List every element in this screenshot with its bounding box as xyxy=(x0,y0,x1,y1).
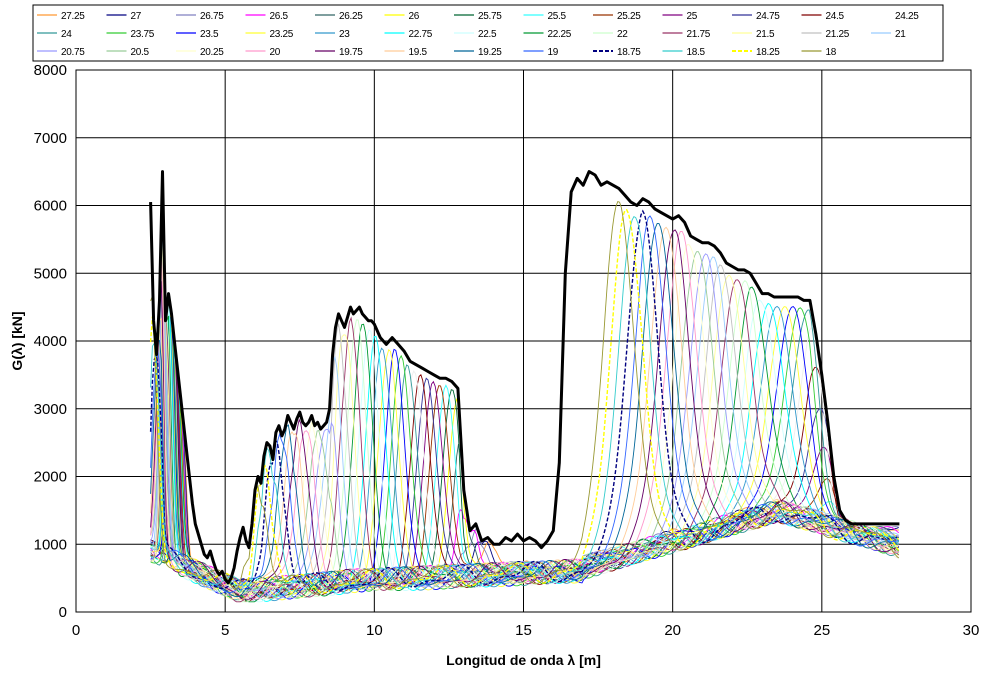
x-tick-label: 30 xyxy=(963,622,980,639)
x-tick-label: 10 xyxy=(366,622,383,639)
legend-entry: 22.75 xyxy=(409,29,433,40)
envelope-path xyxy=(149,170,900,585)
legend-entry: 27.25 xyxy=(61,11,85,22)
y-tick-labels: 0 1000 2000 3000 4000 5000 6000 7000 8000 xyxy=(34,62,67,621)
legend-entry: 24 xyxy=(61,29,72,40)
x-tick-label: 25 xyxy=(813,622,830,639)
legend-entry: 21.75 xyxy=(687,29,711,40)
envelope-line xyxy=(149,170,900,585)
legend-entry: 18.25 xyxy=(756,47,780,58)
legend-entry: 23.25 xyxy=(270,29,294,40)
y-tick-label: 4000 xyxy=(34,333,67,350)
x-tick-labels: 0 5 10 15 20 25 30 xyxy=(72,622,980,639)
legend-entry: 26.25 xyxy=(339,11,363,22)
series-line xyxy=(150,248,900,600)
legend-entry: 19.25 xyxy=(478,47,502,58)
series-line xyxy=(149,208,900,594)
x-tick-label: 0 xyxy=(72,622,80,639)
legend-entry: 21.25 xyxy=(826,29,850,40)
legend-entry: 25 xyxy=(687,11,698,22)
y-tick-label: 1000 xyxy=(34,536,67,553)
legend-entry: 20.25 xyxy=(200,47,224,58)
series-line xyxy=(150,201,900,595)
y-tick-label: 0 xyxy=(59,604,67,621)
legend-entry: 20.5 xyxy=(131,47,150,58)
x-tick-label: 20 xyxy=(664,622,681,639)
series-line xyxy=(150,306,900,601)
legend-entry: 20 xyxy=(270,47,281,58)
legend-entry: 23 xyxy=(339,29,350,40)
legend-entry: 21.5 xyxy=(756,29,775,40)
y-axis-label: G(λ) [kN] xyxy=(9,311,25,370)
legend-entry: 24.5 xyxy=(826,11,845,22)
series-line xyxy=(150,213,900,599)
series-line xyxy=(150,218,900,599)
series-line xyxy=(150,229,899,600)
legend-entry: 26.75 xyxy=(200,11,224,22)
legend-entry: 22 xyxy=(617,29,628,40)
x-tick-label: 5 xyxy=(221,622,229,639)
series-line xyxy=(150,307,900,599)
x-tick-label: 15 xyxy=(515,622,532,639)
legend-entry: 26.5 xyxy=(270,11,289,22)
series-line xyxy=(150,215,900,593)
series-line xyxy=(150,222,899,598)
legend-entry: 24.75 xyxy=(756,11,780,22)
legend-entry: 18.5 xyxy=(687,47,706,58)
legend-entry: 19.5 xyxy=(409,47,428,58)
legend-entry: 22.5 xyxy=(478,29,497,40)
y-tick-label: 6000 xyxy=(34,198,67,215)
legend-entry: 25.5 xyxy=(548,11,567,22)
legend-entry: 21 xyxy=(895,29,906,40)
legend-entry: 25.75 xyxy=(478,11,502,22)
y-tick-label: 7000 xyxy=(34,130,67,147)
legend-entry: 27 xyxy=(131,11,142,22)
series-line xyxy=(150,302,899,602)
x-axis-label: Longitud de onda λ [m] xyxy=(446,652,601,668)
legend-entry: 18.75 xyxy=(617,47,641,58)
legend-entry: 19 xyxy=(548,47,559,58)
legend-entry: 19.75 xyxy=(339,47,363,58)
plot-area xyxy=(75,69,972,613)
legend-entry: 22.25 xyxy=(548,29,572,40)
legend-entry: 20.75 xyxy=(61,47,85,58)
legend-entry: 23.5 xyxy=(200,29,219,40)
legend-entry: 24.25 xyxy=(895,11,919,22)
legend-entry: 18 xyxy=(826,47,837,58)
series-line xyxy=(150,286,900,603)
legend: 27.25 27 26.75 26.5 26.25 26 25.75 25.5 25.25 25 2… xyxy=(32,4,944,62)
legend-entry: 26 xyxy=(409,11,420,22)
series-line xyxy=(150,305,900,602)
y-tick-label: 8000 xyxy=(34,62,67,79)
plot-frame xyxy=(75,69,972,613)
y-tick-label: 2000 xyxy=(34,469,67,486)
legend-entry: 25.25 xyxy=(617,11,641,22)
y-tick-label: 3000 xyxy=(34,401,67,418)
y-tick-label: 5000 xyxy=(34,265,67,282)
legend-entry: 23.75 xyxy=(131,29,155,40)
